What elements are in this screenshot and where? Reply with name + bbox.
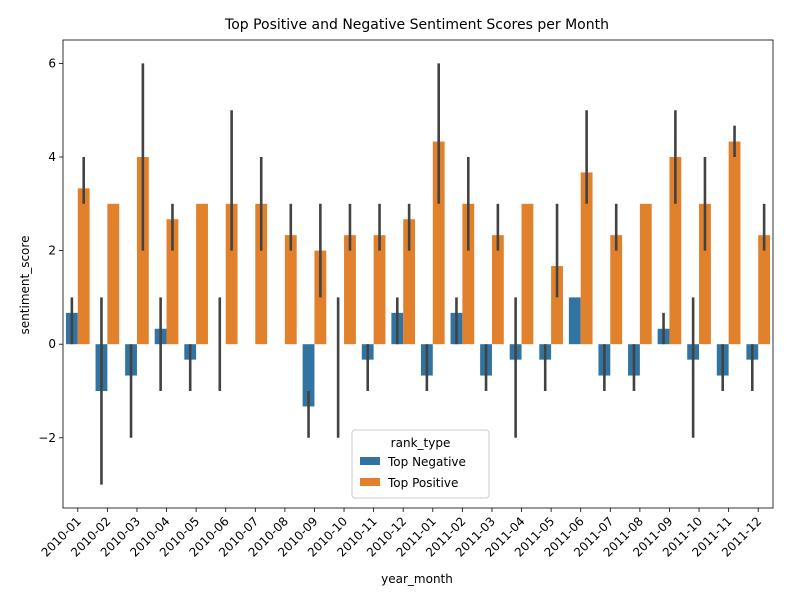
- y-tick-label: 6: [48, 56, 56, 70]
- legend-box: [351, 429, 490, 499]
- legend-swatch: [360, 457, 380, 465]
- bar: [284, 235, 297, 345]
- bar: [432, 141, 445, 345]
- bar: [521, 203, 534, 345]
- legend-title: rank_type: [391, 436, 451, 450]
- bar: [568, 297, 581, 345]
- bar: [551, 266, 563, 345]
- bar: [373, 235, 386, 345]
- bar: [491, 235, 504, 345]
- errorbars-top-negative: [70, 297, 754, 485]
- bar: [728, 141, 741, 345]
- bar: [699, 203, 711, 345]
- bar: [77, 188, 90, 345]
- bar: [196, 203, 208, 345]
- bar: [344, 235, 356, 345]
- legend-swatch: [360, 478, 380, 486]
- chart-title: Top Positive and Negative Sentiment Scor…: [224, 17, 609, 33]
- plot-area: [65, 63, 771, 485]
- bar: [580, 172, 593, 345]
- y-tick-label: 0: [48, 337, 56, 351]
- bar: [403, 219, 416, 345]
- y-tick-label: −2: [38, 431, 56, 445]
- bar: [255, 203, 268, 345]
- bar: [302, 344, 315, 407]
- bar: [225, 203, 238, 345]
- legend-label: Top Positive: [387, 476, 458, 490]
- bar: [669, 157, 682, 345]
- legend: rank_type Top Negative Top Positive: [351, 429, 490, 499]
- plot-frame: [62, 39, 774, 509]
- bar: [758, 235, 771, 345]
- bar: [166, 219, 179, 345]
- x-axis-label: year_month: [381, 572, 453, 586]
- legend-label: Top Negative: [387, 455, 466, 469]
- bar: [462, 203, 475, 345]
- y-tick-label: 2: [48, 244, 56, 258]
- y-axis-label: sentiment_score: [18, 236, 32, 335]
- bar: [314, 250, 327, 345]
- bar: [610, 235, 623, 345]
- series-top-positive: [77, 141, 771, 345]
- y-tick-label: 4: [48, 150, 56, 164]
- bar: [107, 203, 120, 345]
- bar: [639, 203, 652, 345]
- errorbars-top-positive: [82, 63, 766, 298]
